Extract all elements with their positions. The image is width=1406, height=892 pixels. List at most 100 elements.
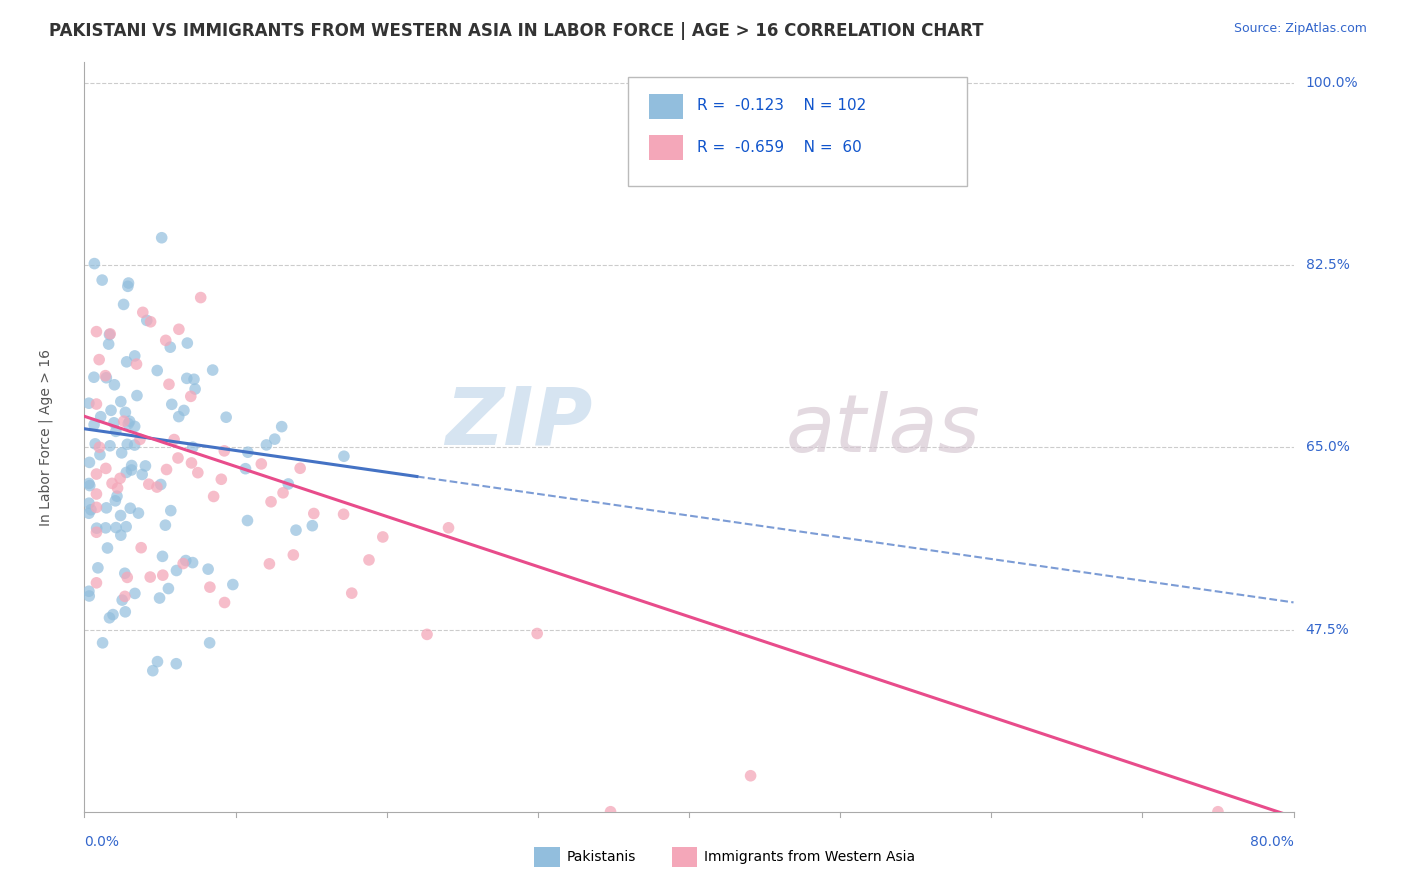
Point xyxy=(77,589,100,603)
Point xyxy=(124,586,146,600)
Point xyxy=(263,432,285,446)
Point xyxy=(222,577,245,591)
Text: 65.0%: 65.0% xyxy=(1306,441,1350,455)
Text: Source: ZipAtlas.com: Source: ZipAtlas.com xyxy=(1233,22,1367,36)
Point xyxy=(77,396,100,410)
Point xyxy=(283,548,305,562)
Point xyxy=(105,520,128,534)
Point xyxy=(114,405,136,419)
Point xyxy=(114,590,136,604)
Text: 47.5%: 47.5% xyxy=(1306,623,1350,637)
Point xyxy=(124,419,146,434)
Point xyxy=(214,595,236,609)
Point xyxy=(148,591,170,605)
Point xyxy=(83,257,105,271)
Point xyxy=(181,556,204,570)
Point xyxy=(180,389,202,403)
Point xyxy=(96,541,118,555)
Point xyxy=(214,443,236,458)
Point xyxy=(146,480,169,494)
Point xyxy=(526,626,548,640)
Point xyxy=(139,315,162,329)
Point xyxy=(89,352,111,367)
Point xyxy=(101,607,124,622)
Point xyxy=(103,416,125,430)
Point xyxy=(260,495,283,509)
Point xyxy=(340,586,363,600)
Point xyxy=(129,541,152,555)
Point xyxy=(209,472,232,486)
Point xyxy=(103,377,125,392)
Point xyxy=(77,496,100,510)
Point xyxy=(285,523,308,537)
Point xyxy=(111,593,134,607)
Point xyxy=(83,370,105,384)
Point xyxy=(118,414,141,428)
Point xyxy=(117,276,139,290)
Text: atlas: atlas xyxy=(786,391,980,468)
Point xyxy=(183,372,205,386)
Point xyxy=(79,455,101,469)
Point xyxy=(86,521,108,535)
FancyBboxPatch shape xyxy=(628,78,967,186)
Point xyxy=(270,419,292,434)
Point xyxy=(83,417,105,432)
Point xyxy=(184,382,207,396)
Point xyxy=(166,564,188,578)
Point xyxy=(139,570,162,584)
Point xyxy=(86,325,108,339)
Point xyxy=(89,448,111,462)
Point xyxy=(160,397,183,411)
Point xyxy=(134,458,156,473)
Text: In Labor Force | Age > 16: In Labor Force | Age > 16 xyxy=(38,349,53,525)
Point xyxy=(277,477,299,491)
Point xyxy=(110,508,132,523)
Point xyxy=(437,521,460,535)
Point xyxy=(101,476,124,491)
Point xyxy=(302,507,325,521)
Point xyxy=(215,410,238,425)
Point xyxy=(167,322,190,336)
Point xyxy=(254,438,277,452)
Point xyxy=(124,349,146,363)
Point xyxy=(180,456,202,470)
Point xyxy=(740,769,762,783)
Point xyxy=(165,657,187,671)
Point xyxy=(333,449,356,463)
Point xyxy=(152,568,174,582)
Point xyxy=(114,566,136,581)
Point xyxy=(80,502,103,516)
Point xyxy=(155,334,177,348)
Point xyxy=(98,327,121,342)
Point xyxy=(259,557,281,571)
Point xyxy=(91,636,114,650)
Point xyxy=(91,273,114,287)
Point xyxy=(108,471,131,485)
Point xyxy=(176,371,198,385)
Point xyxy=(301,518,323,533)
Point xyxy=(172,557,194,571)
Text: 100.0%: 100.0% xyxy=(1306,76,1358,90)
Point xyxy=(155,462,177,476)
Point xyxy=(112,297,135,311)
Point xyxy=(150,231,173,245)
Point xyxy=(105,489,128,503)
Point xyxy=(110,394,132,409)
FancyBboxPatch shape xyxy=(650,94,683,119)
Point xyxy=(271,485,294,500)
Text: R =  -0.659    N =  60: R = -0.659 N = 60 xyxy=(697,140,862,154)
Point xyxy=(167,450,190,465)
Point xyxy=(125,357,148,371)
Point xyxy=(77,584,100,599)
Point xyxy=(96,370,118,384)
Text: 80.0%: 80.0% xyxy=(1250,835,1294,848)
Point xyxy=(104,425,127,439)
Point xyxy=(235,461,257,475)
Point xyxy=(163,433,186,447)
Point xyxy=(198,580,221,594)
Point xyxy=(121,463,143,477)
Point xyxy=(89,440,111,454)
Point xyxy=(1206,805,1229,819)
Point xyxy=(236,514,259,528)
Point xyxy=(115,355,138,369)
